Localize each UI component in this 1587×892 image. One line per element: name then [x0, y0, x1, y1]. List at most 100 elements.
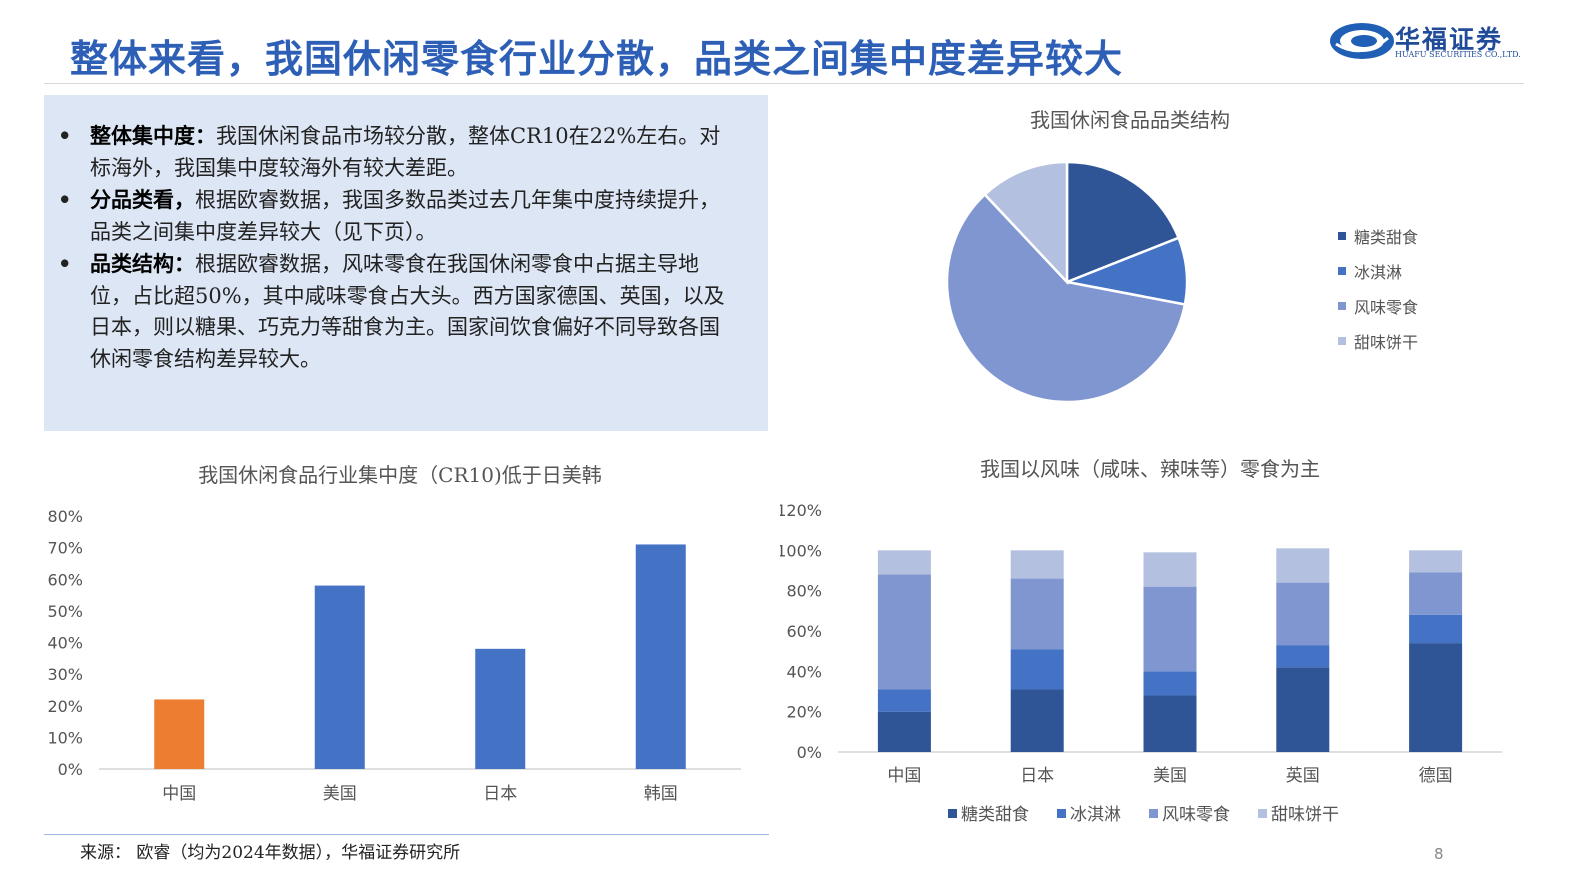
- summary-bullets: • 整体集中度：我国休闲食品市场较分散，整体CR10在22%左右。对标海外，我国集…: [58, 120, 738, 375]
- x-tick-label: 中国: [887, 766, 921, 786]
- pie-legend-swatch: [1338, 231, 1346, 240]
- pie-legend-swatch: [1338, 266, 1346, 275]
- stacked-chart-title: 我国以风味（咸味、辣味等）零食为主: [980, 457, 1320, 481]
- y-tick-label: 80%: [47, 507, 83, 526]
- source-divider: [44, 834, 769, 835]
- pie-legend-swatch: [1338, 336, 1346, 345]
- stacked-bar-segment: [1409, 643, 1463, 752]
- stacked-bar-segment: [1010, 578, 1064, 650]
- pie-slice: [1065, 160, 1181, 284]
- bullet-item: • 整体集中度：我国休闲食品市场较分散，整体CR10在22%左右。对标海外，我国集…: [58, 120, 738, 184]
- pie-legend: 糖类甜食冰淇淋风味零食甜味饼干: [1338, 218, 1418, 358]
- x-tick-label: 德国: [1419, 766, 1453, 786]
- pie-legend-label: 糖类甜食: [1354, 227, 1419, 247]
- stack-legend-label: 风味零食: [1162, 805, 1230, 825]
- y-tick-label: 20%: [786, 703, 822, 722]
- stack-legend-swatch: [1258, 809, 1267, 818]
- stack-legend-label: 糖类甜食: [961, 805, 1029, 825]
- x-tick-label: 美国: [323, 784, 357, 804]
- cr10-bar: [154, 699, 205, 769]
- y-tick-label: 0%: [797, 743, 822, 762]
- x-tick-label: 英国: [1286, 766, 1320, 786]
- bullet-lead: 整体集中度：: [90, 123, 216, 148]
- bullet-text: 根据欧睿数据，我国多数品类过去几年集中度持续提升，品类之间集中度差异较大（见下页…: [90, 188, 720, 244]
- pie-legend-item: 风味零食: [1338, 288, 1418, 323]
- y-tick-label: 30%: [47, 665, 83, 684]
- cr10-bar: [475, 648, 526, 769]
- stacked-bar-segment: [1276, 645, 1330, 668]
- stacked-bar-segment: [877, 574, 931, 690]
- x-tick-label: 韩国: [644, 784, 678, 804]
- stacked-bar-segment: [877, 689, 931, 712]
- stacked-bar-segment: [1143, 552, 1197, 587]
- stack-legend-label: 甜味饼干: [1271, 805, 1339, 825]
- stacked-bar-segment: [1409, 550, 1463, 573]
- stacked-bar-segment: [1143, 695, 1197, 752]
- cr10-bar: [314, 585, 365, 769]
- bullet-lead: 分品类看，: [90, 187, 195, 212]
- y-tick-label: 60%: [786, 622, 822, 641]
- huafu-logo: [1330, 23, 1394, 59]
- bullet-text: 根据欧睿数据，风味零食在我国休闲零食中占据主导地位，占比超50%，其中咸味零食占…: [90, 252, 725, 371]
- bullet-text: 我国休闲食品市场较分散，整体CR10在22%左右。对标海外，我国集中度较海外有较…: [90, 124, 721, 180]
- cr10-bar-chart: 0% 10% 20% 30% 40% 50% 60% 70% 80% 中国 美国 日本 韩国: [47, 507, 741, 804]
- pie-legend-item: 甜味饼干: [1338, 323, 1418, 358]
- page-title: 整体来看，我国休闲零食行业分散，品类之间集中度差异较大: [70, 37, 1124, 81]
- logo-wordmark: 华福证券: [1395, 25, 1504, 54]
- stacked-bar-segment: [877, 550, 931, 575]
- y-tick-label: 120%: [780, 501, 822, 520]
- logo-english-name: HUAFU SECURITIES CO.,LTD.: [1395, 50, 1521, 59]
- y-tick-label: 70%: [47, 539, 83, 558]
- bullet-dot: •: [58, 187, 72, 212]
- x-tick-label: 日本: [1020, 766, 1054, 786]
- pie-legend-label: 风味零食: [1354, 297, 1419, 317]
- stacked-bar-segment: [1276, 667, 1330, 752]
- pie-chart-title: 我国休闲食品品类结构: [1030, 108, 1230, 132]
- bullet-lead: 品类结构：: [90, 251, 195, 276]
- y-tick-label: 20%: [47, 697, 83, 716]
- bullet-dot: •: [58, 123, 72, 148]
- stacked-bar-segment: [1276, 582, 1330, 646]
- pie-slice: [945, 192, 1187, 404]
- y-tick-label: 10%: [47, 728, 83, 747]
- y-tick-label: 40%: [47, 634, 83, 653]
- pie-slice: [983, 160, 1069, 286]
- pie-legend-label: 冰淇淋: [1354, 262, 1403, 282]
- stack-legend-label: 冰淇淋: [1070, 805, 1121, 825]
- stacked-bar-segment: [1143, 586, 1197, 672]
- y-tick-label: 0%: [58, 760, 83, 779]
- source-note: 来源： 欧睿（均为2024年数据），华福证券研究所: [80, 843, 461, 863]
- cr10-chart-title: 我国休闲食品行业集中度（CR10)低于日美韩: [198, 463, 602, 487]
- stacked-bar-segment: [877, 711, 931, 752]
- x-tick-label: 美国: [1153, 766, 1187, 786]
- y-tick-label: 60%: [47, 570, 83, 589]
- stack-legend-swatch: [1149, 809, 1158, 818]
- pie-legend-item: 糖类甜食: [1338, 218, 1418, 253]
- summary-panel: [44, 95, 768, 431]
- pie-legend-swatch: [1338, 301, 1346, 310]
- page-number: 8: [1434, 845, 1444, 863]
- stacked-bar-segment: [1276, 548, 1330, 583]
- bullet-item: • 分品类看，根据欧睿数据，我国多数品类过去几年集中度持续提升，品类之间集中度差异…: [58, 184, 738, 248]
- y-tick-label: 100%: [780, 541, 822, 560]
- stack-legend-swatch: [948, 809, 957, 818]
- pie-legend-item: 冰淇淋: [1338, 253, 1418, 288]
- stacked-bar-segment: [1409, 614, 1463, 644]
- pie-legend-label: 甜味饼干: [1354, 332, 1419, 352]
- bullet-dot: •: [58, 251, 72, 276]
- stacked-bar-segment: [1010, 649, 1064, 690]
- stack-legend-swatch: [1057, 809, 1066, 818]
- stacked-bar-segment: [1010, 689, 1064, 752]
- stacked-bar-segment: [1010, 550, 1064, 579]
- y-tick-label: 40%: [786, 662, 822, 681]
- x-tick-label: 日本: [483, 784, 517, 804]
- x-tick-label: 中国: [162, 784, 196, 804]
- bullet-item: • 品类结构：根据欧睿数据，风味零食在我国休闲零食中占据主导地位，占比超50%，其…: [58, 248, 738, 375]
- title-divider: [44, 83, 1524, 84]
- category-pie-chart: [945, 160, 1189, 404]
- stacked-bar-segment: [1143, 671, 1197, 696]
- cr10-bar: [635, 544, 686, 769]
- y-tick-label: 80%: [786, 582, 822, 601]
- y-tick-label: 50%: [47, 602, 83, 621]
